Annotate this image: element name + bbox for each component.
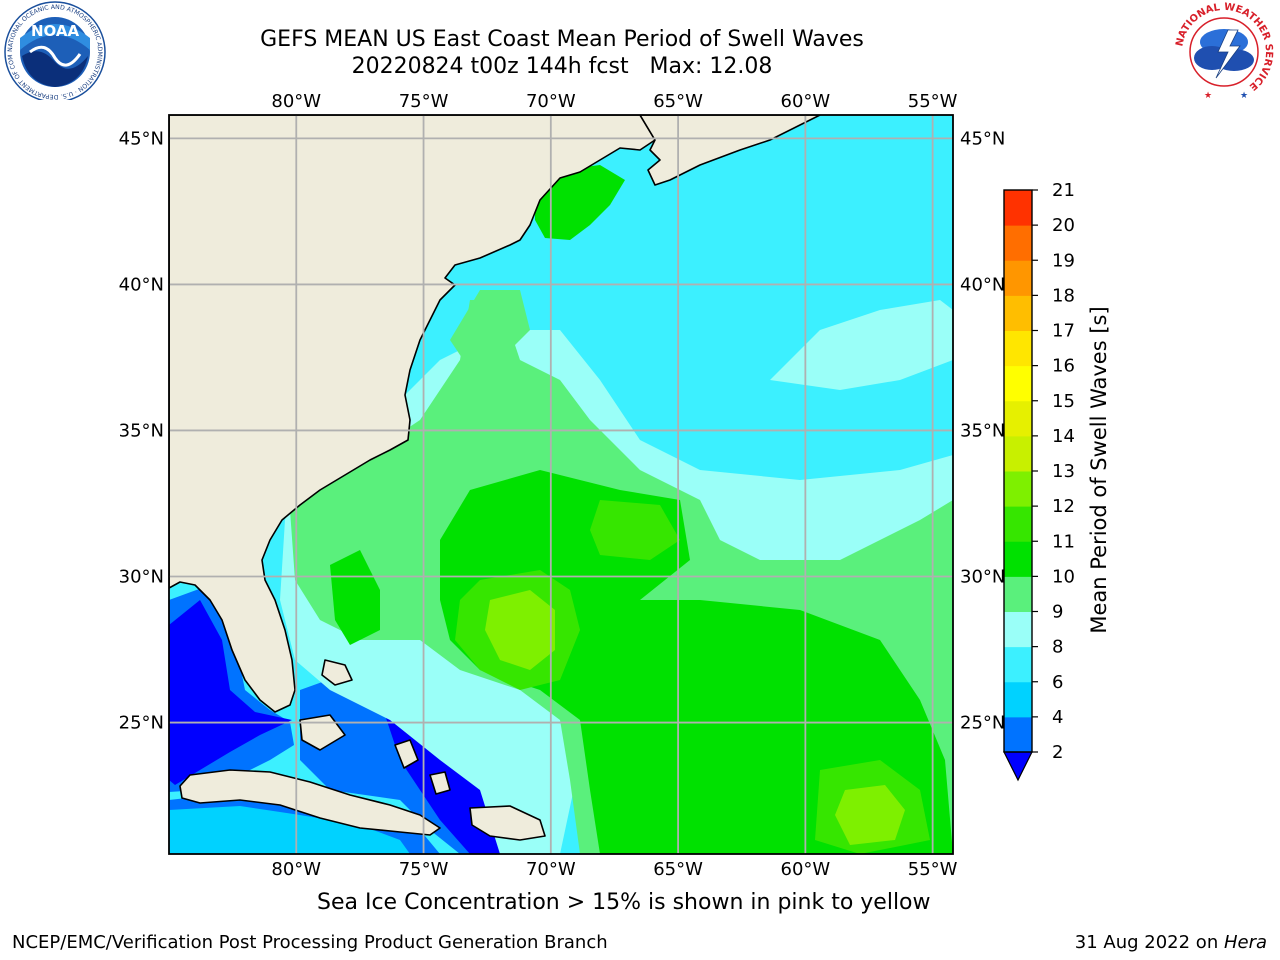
band-12-13s-east — [835, 785, 905, 845]
gulf-of-maine-10-11s — [535, 165, 625, 240]
band-11-12s-mid — [590, 500, 680, 560]
gulf-very-low-period-region — [169, 600, 292, 785]
lon-label-bottom: 80°W — [271, 859, 321, 880]
us-landmass — [169, 115, 656, 713]
lon-label-bottom: 60°W — [781, 859, 831, 880]
colorbar-tick-label: 13 — [1052, 461, 1075, 482]
footer-date: 31 Aug 2022 on Hera — [1075, 932, 1267, 953]
lon-label-top: 60°W — [781, 91, 831, 112]
colorbar: 2 4 6 8 9 10 11 12 13 14 15 16 17 18 19 20 21 — [1003, 180, 1075, 782]
lat-label-left: 45°N — [119, 128, 164, 149]
colorbar-tick-label: 20 — [1052, 215, 1075, 236]
lon-labels-bottom: 80°W 75°W 70°W 65°W 60°W 55°W — [271, 859, 957, 880]
lat-label-right: 25°N — [960, 713, 1005, 734]
colorbar-tick-label: 17 — [1052, 321, 1075, 342]
lon-label-bottom: 55°W — [908, 859, 958, 880]
colorbar-segment — [1004, 330, 1032, 367]
lat-label-right: 35°N — [960, 420, 1005, 441]
bahamas-island-4 — [429, 771, 451, 795]
lon-label-top: 55°W — [908, 91, 958, 112]
colorbar-tick-label: 14 — [1052, 426, 1075, 447]
colorbar-segment — [1004, 646, 1032, 683]
footer-machine: Hera — [1223, 932, 1267, 953]
band-8-9s-north — [770, 300, 953, 390]
nova-scotia — [639, 115, 821, 186]
colorbar-segment — [1004, 365, 1032, 402]
colorbar-segment — [1004, 400, 1032, 437]
lon-label-top: 75°W — [399, 91, 449, 112]
footer-date-text: 31 Aug 2022 on — [1074, 932, 1224, 953]
colorbar-segment — [1004, 435, 1032, 472]
colorbar-tick-label: 2 — [1052, 742, 1063, 763]
colorbar-extend-arrow — [1003, 751, 1033, 782]
band-12-13s — [485, 590, 555, 670]
footer-branch: NCEP/EMC/Verification Post Processing Pr… — [12, 932, 608, 953]
colorbar-segment — [1004, 541, 1032, 577]
colorbar-tick-label: 9 — [1052, 602, 1063, 623]
colorbar-segment — [1004, 471, 1032, 507]
colorbar-tick-label: 10 — [1052, 566, 1075, 587]
lat-label-left: 30°N — [119, 567, 164, 588]
colorbar-tick-label: 12 — [1052, 496, 1075, 517]
nws-logo: NATIONAL WEATHER SERVICE ★ ★ — [1174, 2, 1274, 102]
colorbar-tick-label: 21 — [1052, 180, 1075, 201]
bahamas-island-2 — [299, 714, 346, 751]
carolina-10-11s — [330, 550, 380, 645]
lon-label-bottom: 75°W — [399, 859, 449, 880]
colorbar-segment — [1004, 506, 1032, 542]
noaa-letters: NOAA — [31, 22, 80, 40]
lat-labels-left: 45°N 40°N 35°N 30°N 25°N — [119, 128, 164, 733]
colorbar-segment — [1004, 576, 1032, 612]
lat-label-left: 35°N — [119, 420, 164, 441]
lat-labels-right: 45°N 40°N 35°N 30°N 25°N — [960, 128, 1005, 733]
map-frame — [168, 114, 954, 855]
colorbar-segment — [1004, 260, 1032, 296]
lat-label-right: 45°N — [960, 128, 1005, 149]
lat-label-left: 25°N — [119, 713, 164, 734]
colorbar-tick-label: 8 — [1052, 637, 1063, 658]
colorbar-label: Mean Period of Swell Waves [s] — [1087, 306, 1111, 633]
colorbar-tick-label: 4 — [1052, 707, 1063, 728]
lat-label-left: 40°N — [119, 274, 164, 295]
chart-title: GEFS MEAN US East Coast Mean Period of S… — [260, 27, 864, 52]
lat-label-right: 30°N — [960, 567, 1005, 588]
swell-period-map: 80°W 75°W 70°W 65°W 60°W 55°W 80°W 75°W 70°W 65°… — [119, 91, 1111, 880]
colorbar-segment — [1004, 190, 1032, 226]
colorbar-segment — [1004, 681, 1032, 718]
colorbar-tick-label: 18 — [1052, 285, 1075, 306]
svg-text:★: ★ — [1240, 91, 1248, 101]
lat-label-right: 40°N — [960, 274, 1005, 295]
graticule — [169, 115, 953, 854]
colorbar-segment — [1004, 716, 1032, 753]
colorbar-tick-label: 6 — [1052, 672, 1063, 693]
colorbar-tick-label: 11 — [1052, 531, 1075, 552]
lon-label-top: 70°W — [526, 91, 576, 112]
sea-ice-note: Sea Ice Concentration > 15% is shown in … — [317, 890, 931, 915]
noaa-logo: NATIONAL OCEANIC AND ATMOSPHERIC ADMINIS… — [0, 0, 106, 100]
colorbar-segment — [1004, 611, 1032, 648]
hispaniola — [469, 805, 546, 841]
colorbar-segment — [1004, 295, 1032, 331]
colorbar-tick-label: 15 — [1052, 391, 1075, 412]
lon-label-top: 65°W — [653, 91, 703, 112]
svg-text:★: ★ — [1204, 91, 1212, 101]
bahamas-island-1 — [321, 659, 353, 686]
lon-label-bottom: 70°W — [526, 859, 576, 880]
band-10-11s — [440, 470, 953, 854]
lon-labels-top: 80°W 75°W 70°W 65°W 60°W 55°W — [271, 91, 957, 112]
colorbar-tick-label: 19 — [1052, 250, 1075, 271]
band-9-10s-nw — [450, 290, 530, 370]
lon-label-top: 80°W — [271, 91, 321, 112]
chart-subtitle: 20220824 t00z 144h fcst Max: 12.08 — [351, 54, 773, 79]
colorbar-tick-label: 16 — [1052, 356, 1075, 377]
bahamas-island-3 — [394, 739, 419, 769]
cuba — [179, 769, 441, 836]
colorbar-segment — [1004, 225, 1032, 261]
caribbean-mid-period-region — [169, 806, 410, 854]
lon-label-bottom: 65°W — [653, 859, 703, 880]
